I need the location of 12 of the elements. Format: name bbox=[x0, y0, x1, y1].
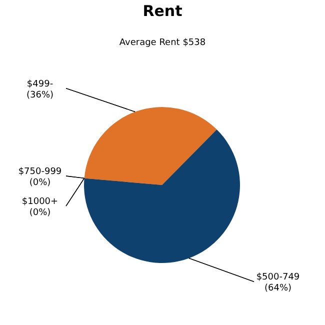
category-label: $1000+ bbox=[22, 197, 58, 208]
data-label: (36%) bbox=[26, 90, 54, 100]
data-label: (64%) bbox=[264, 284, 292, 294]
slice-label: $500-749 bbox=[256, 272, 300, 283]
chart-subtitle: Average Rent $538 bbox=[119, 38, 206, 48]
slice-label: $499- bbox=[26, 79, 54, 90]
text: (0%) bbox=[29, 208, 51, 218]
text: (0%) bbox=[29, 178, 51, 188]
legend-label: $750-999 bbox=[18, 167, 62, 178]
chart-title: Rent bbox=[142, 2, 182, 20]
pie-slice bbox=[84, 129, 240, 263]
pie-slice bbox=[84, 107, 217, 185]
